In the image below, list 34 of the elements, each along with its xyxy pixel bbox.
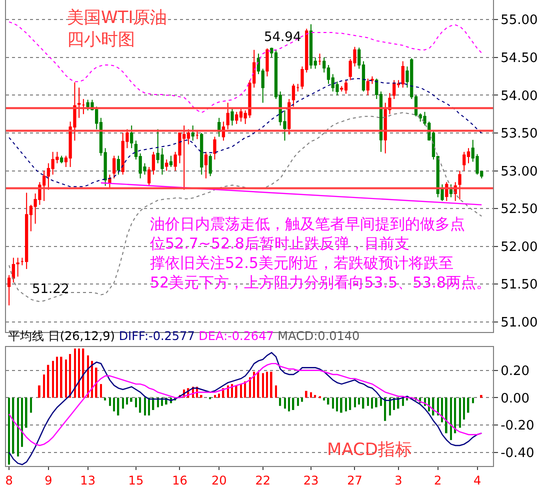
y-tick-label: 53.50 [500, 126, 538, 142]
x-tick-label: 3 [394, 473, 402, 488]
annotation: DEA:-0.2647 [198, 329, 274, 343]
annotation: 51.22 [32, 282, 70, 297]
y-tick-label: 51.00 [500, 316, 538, 331]
x-tick-label: 13 [80, 473, 96, 488]
annotation: 平均线 日(26,12,9) [8, 329, 115, 343]
text: 美国WTI原油四小时图 [67, 8, 168, 50]
y-tick-label: -0.20 [500, 418, 534, 434]
x-tick-label: 2 [434, 473, 442, 488]
y-tick-label: 55.00 [500, 13, 538, 28]
x-tick-label: 20 [211, 473, 227, 488]
x-tick-label: 4 [473, 473, 482, 488]
annotation: MACD:0.0140 [278, 329, 360, 343]
x-tick-label: 16 [172, 473, 188, 488]
annotation: DIFF:-0.2577 [118, 329, 195, 343]
y-tick-label: 54.50 [500, 50, 538, 66]
y-tick-label: -0.40 [500, 446, 534, 461]
annotation: 油价日内震荡走低，触及笔者早间提到的做多点位52.7~52.8后暂时止跌反弹，目前支撑依旧关注52.5美元附近，若跌破预计将跌至52美元下方，上方阻力分别看向53.5、53.8两点。 [150, 215, 491, 292]
y-tick-label: 52.00 [500, 240, 538, 255]
y-tick-label: 0.20 [500, 364, 530, 379]
annotation: MACD指标 [327, 440, 412, 460]
x-tick-label: 15 [128, 473, 144, 488]
y-tick-label: 54.00 [500, 88, 538, 104]
x-tick-label: 23 [303, 473, 319, 488]
annotation: 54.94 [264, 30, 302, 45]
y-tick-label: 53.00 [500, 164, 538, 180]
y-tick-label: 51.50 [500, 278, 538, 293]
x-tick-label: 9 [44, 473, 52, 488]
x-tick-label: 27 [347, 473, 362, 488]
x-tick-label: 22 [255, 473, 270, 488]
x-tick-label: 8 [5, 473, 13, 488]
y-tick-label: 52.50 [500, 202, 538, 218]
y-tick-label: 0.00 [500, 391, 530, 406]
